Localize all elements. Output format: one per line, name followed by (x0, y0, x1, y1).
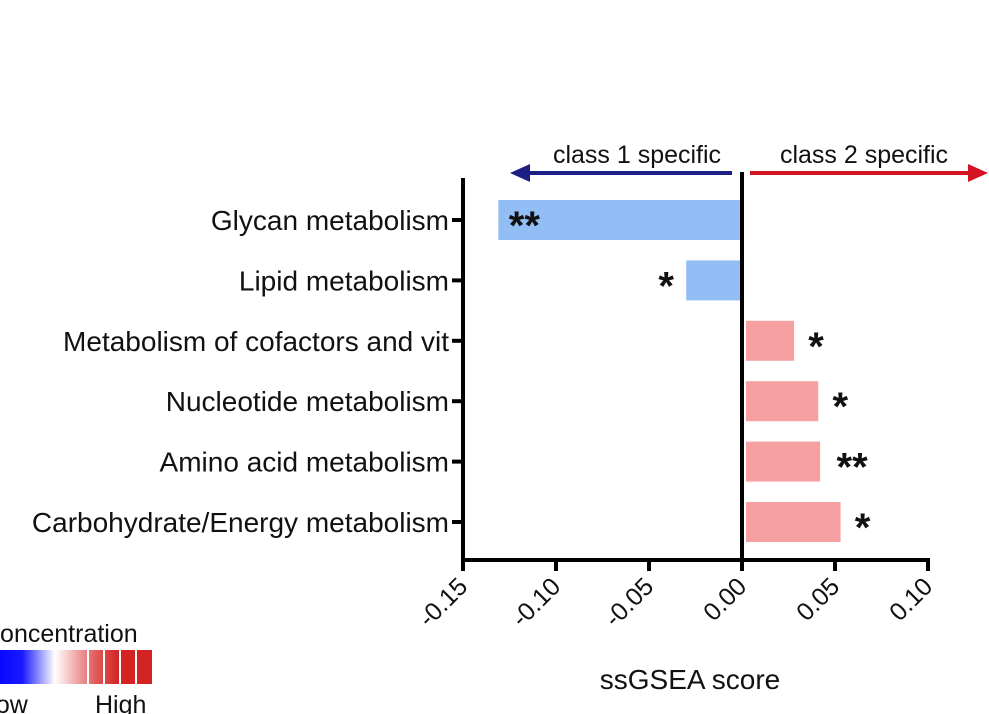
legend-title: Concentration (0, 620, 138, 648)
x-tick-label: -0.15 (413, 572, 473, 632)
legend-high-label: High (95, 691, 146, 714)
class-arrows: class 1 specific class 2 specific (510, 141, 988, 182)
x-tick-label: 0.05 (791, 572, 845, 626)
bar (746, 441, 821, 482)
bar (498, 200, 740, 240)
x-axis-title: ssGSEA score (600, 664, 781, 695)
category-label: Nucleotide metabolism (166, 386, 449, 417)
bar (746, 502, 841, 542)
x-axis: -0.15 -0.10 -0.05 0.00 0.05 0.10 (413, 558, 938, 633)
significance-label: * (658, 264, 674, 308)
category-label: Metabolism of cofactors and vit (63, 326, 449, 357)
legend-gradient-bar (0, 650, 152, 684)
bar (746, 320, 795, 361)
bars (498, 200, 841, 542)
significance-label: * (855, 506, 871, 550)
category-label: Glycan metabolism (211, 205, 449, 236)
category-label: Carbohydrate/Energy metabolism (32, 507, 449, 538)
significance-label: ** (509, 204, 541, 248)
category-label: Amino acid metabolism (160, 447, 449, 478)
significance-marks: ******** (509, 204, 871, 550)
class-1-label: class 1 specific (553, 141, 721, 169)
class-1-arrow-head (510, 164, 530, 182)
bar (686, 260, 740, 301)
legend-low-label: Low (0, 691, 29, 714)
significance-label: * (808, 325, 824, 369)
bar (746, 381, 819, 422)
x-tick-label: 0.00 (698, 572, 752, 626)
category-label: Lipid metabolism (239, 265, 449, 296)
x-tick-label: -0.10 (506, 572, 566, 632)
significance-label: ** (837, 446, 869, 490)
class-2-arrow-head (968, 164, 988, 182)
y-axis: Glycan metabolism Lipid metabolism Metabol… (32, 178, 465, 560)
x-tick-label: 0.10 (884, 572, 938, 626)
significance-label: * (832, 385, 848, 429)
concentration-legend: Concentration Low High (0, 620, 152, 714)
class-2-label: class 2 specific (780, 141, 948, 169)
x-tick-label: -0.05 (599, 572, 659, 632)
